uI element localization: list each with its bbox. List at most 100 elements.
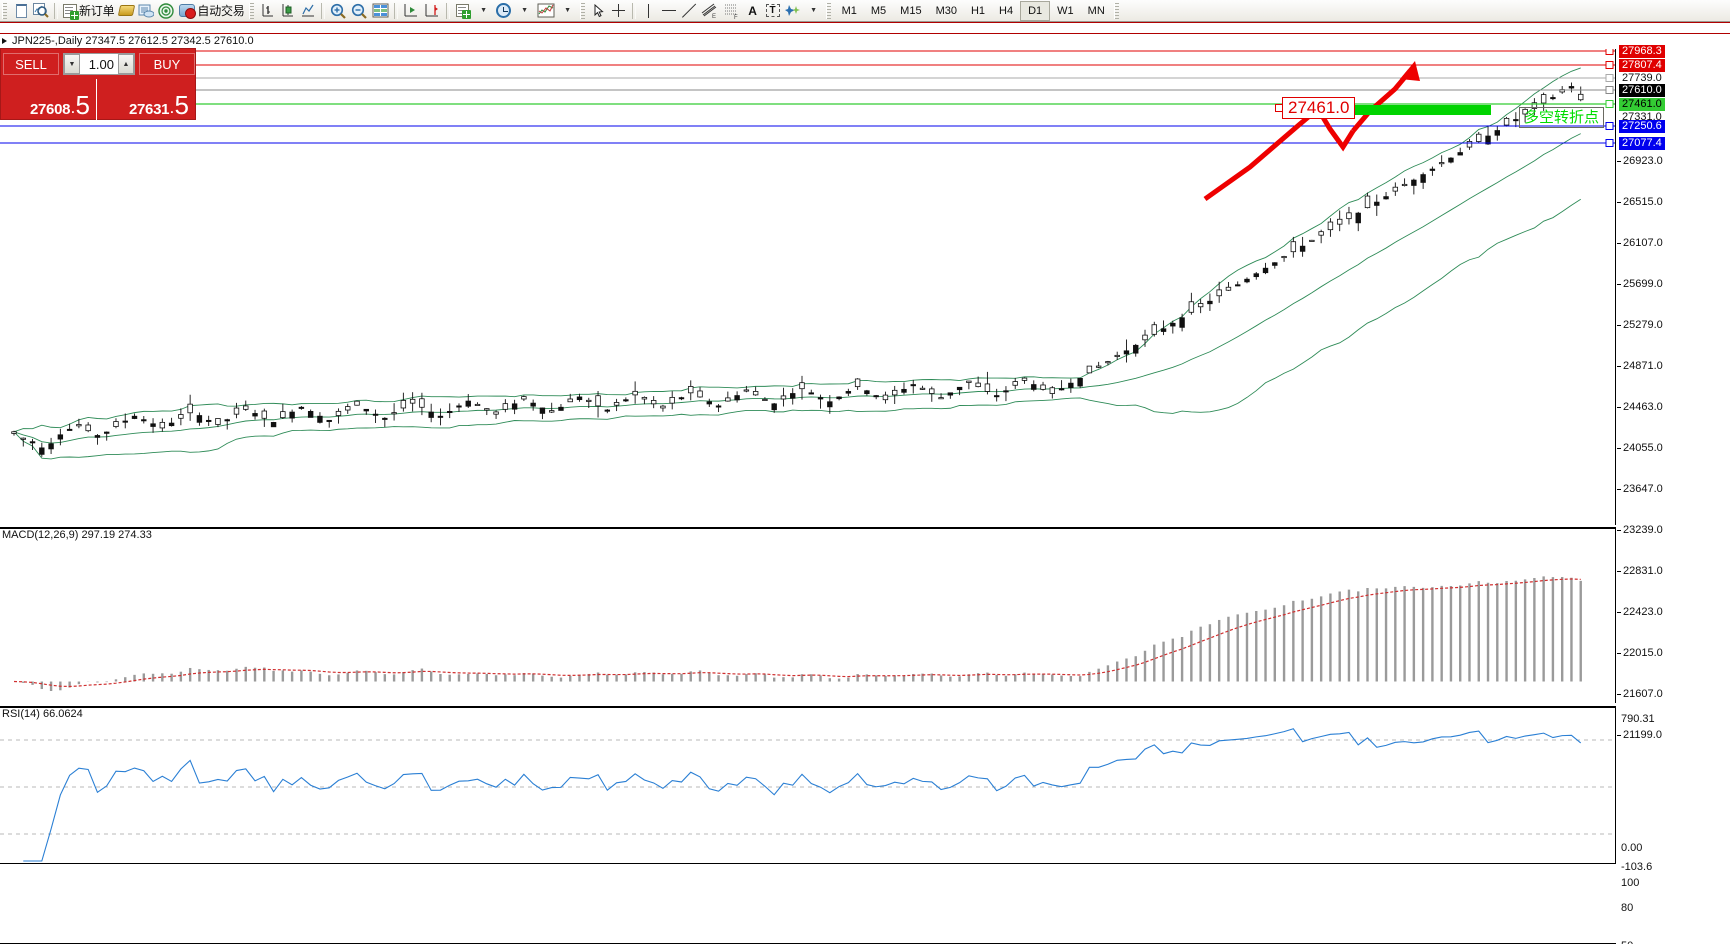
cursor-icon[interactable] [589, 1, 609, 21]
bollinger-band-line [13, 133, 1581, 444]
candle [548, 410, 555, 413]
indicators-add-icon[interactable] [453, 1, 473, 21]
price-level-box[interactable]: 27250.6 [1619, 120, 1665, 133]
volume-decrement-button[interactable]: ▼ [64, 54, 80, 74]
chart-shift-icon[interactable] [422, 1, 443, 21]
timeframe-m15[interactable]: M15 [900, 4, 922, 17]
zoom-in-icon[interactable] [328, 1, 349, 21]
price-scale[interactable]: 26923.0 26515.0 26107.0 25699.0 25279.0 24871… [1617, 45, 1730, 944]
timeframe-m30[interactable]: M30 [935, 4, 957, 17]
one-click-trading-panel[interactable]: SELL ▼ 1.00 ▲ BUY 27608. 5 27631. 5 [0, 48, 196, 120]
price-level-box[interactable]: 27739.0 [1622, 72, 1662, 84]
chart-note-label[interactable]: 多空转折点 [1519, 107, 1605, 128]
new-order-button[interactable]: 新订单 [61, 1, 116, 21]
buy-button[interactable]: BUY [139, 53, 195, 75]
candle [864, 390, 870, 395]
rsi-svg [0, 728, 1615, 862]
periods-dropdown-caret-icon[interactable]: ▼ [521, 7, 529, 14]
trendline-icon[interactable] [679, 1, 699, 21]
text-icon[interactable]: A [748, 3, 757, 18]
rsi-pane[interactable] [0, 706, 1616, 864]
volume-increment-button[interactable]: ▲ [118, 54, 134, 74]
price-tick [1617, 284, 1621, 285]
equidistant-channel-icon[interactable]: E [699, 1, 721, 21]
toolbar-grip-4[interactable] [825, 2, 831, 19]
price-tick [1617, 161, 1621, 162]
candle [224, 419, 230, 422]
periods-clock-icon[interactable] [494, 1, 514, 21]
timeframe-w1[interactable]: W1 [1057, 4, 1074, 17]
toolbar-grip-2[interactable] [248, 2, 254, 19]
toolbar-grip[interactable] [2, 2, 7, 19]
sell-price-sep: . [71, 102, 75, 116]
bollinger-band-line [13, 198, 1581, 460]
candle [122, 420, 128, 423]
macd-axis-label: -103.6 [1621, 861, 1653, 873]
timeframe-m1[interactable]: M1 [841, 4, 857, 17]
timeframe-m5[interactable]: M5 [870, 4, 887, 17]
crosshair-icon[interactable] [609, 1, 629, 21]
candle [882, 394, 889, 401]
price-level-box[interactable]: 27807.4 [1619, 59, 1665, 72]
price-level-handle [1605, 100, 1614, 108]
auto-scroll-icon[interactable] [401, 1, 422, 21]
templates-icon[interactable] [535, 1, 557, 21]
price-plot[interactable]: 27461.0 多空转折点 [0, 49, 1616, 525]
new-chart-icon[interactable] [11, 1, 31, 21]
candle [94, 435, 101, 438]
price-level-box[interactable]: 27610.0 [1619, 84, 1665, 97]
toolbar-grip-3[interactable] [579, 2, 585, 19]
horizontal-line-icon[interactable] [659, 1, 679, 21]
toolbar-grip-5[interactable] [1113, 2, 1119, 19]
volume-input[interactable]: ▼ 1.00 ▲ [63, 53, 135, 75]
candle [1105, 361, 1111, 364]
candle [1021, 377, 1028, 381]
chart-search-icon[interactable] [31, 1, 51, 21]
candle [465, 400, 471, 407]
price-tag-27461[interactable]: 27461.0 [1274, 97, 1356, 119]
sell-button[interactable]: SELL [3, 53, 59, 75]
candle [1235, 284, 1241, 287]
candle [345, 406, 351, 411]
zoom-out-icon[interactable] [349, 1, 370, 21]
vertical-line-icon[interactable] [639, 1, 659, 21]
timeframe-d1[interactable]: D1 [1020, 0, 1051, 21]
macd-axis-label: 790.31 [1621, 713, 1655, 725]
shapes-dropdown-caret-icon[interactable]: ▼ [810, 7, 818, 14]
price-level-box[interactable]: 27077.4 [1619, 137, 1665, 150]
main-toolbar: 新订单 自动交易 [0, 0, 1730, 22]
timeframe-h1[interactable]: H1 [970, 4, 986, 17]
price-level-box[interactable]: 27461.0 [1619, 98, 1665, 111]
candle [419, 398, 425, 408]
indicators-dropdown-caret-icon[interactable]: ▼ [480, 7, 488, 14]
bar-chart-icon[interactable] [258, 1, 278, 21]
templates-dropdown-caret-icon[interactable]: ▼ [564, 7, 572, 14]
timeframe-mn[interactable]: MN [1087, 4, 1105, 17]
macd-pane[interactable] [0, 527, 1616, 703]
candle [141, 419, 147, 422]
candle [1197, 303, 1204, 308]
timeframe-h4[interactable]: H4 [999, 4, 1014, 17]
candle [437, 415, 444, 418]
news-icon[interactable] [136, 1, 156, 21]
price-level-box[interactable]: 27968.3 [1619, 45, 1665, 58]
data-window-icon[interactable] [370, 1, 391, 21]
candlestick-chart-icon[interactable] [278, 1, 298, 21]
candle [1077, 377, 1083, 387]
price-tick [1617, 202, 1621, 203]
candle [715, 405, 722, 408]
text-label-icon[interactable]: T [763, 1, 783, 21]
sell-price-display[interactable]: 27608. 5 [1, 79, 97, 120]
green-highlight-band[interactable] [1355, 105, 1491, 115]
metals-icon[interactable] [116, 1, 136, 21]
buy-price-display[interactable]: 27631. 5 [99, 79, 195, 120]
line-chart-icon[interactable] [298, 1, 318, 21]
algo-trading-button[interactable]: 自动交易 [177, 1, 246, 21]
candle [929, 388, 935, 394]
candle [836, 396, 842, 400]
fibonacci-retracement-icon[interactable]: F [721, 1, 743, 21]
shapes-icon[interactable] [783, 1, 803, 21]
signals-icon[interactable] [156, 1, 177, 21]
candle [354, 400, 360, 406]
chart-canvas-area[interactable]: JPN225-,Daily 27347.5 27612.5 27342.5 27… [0, 22, 1730, 944]
